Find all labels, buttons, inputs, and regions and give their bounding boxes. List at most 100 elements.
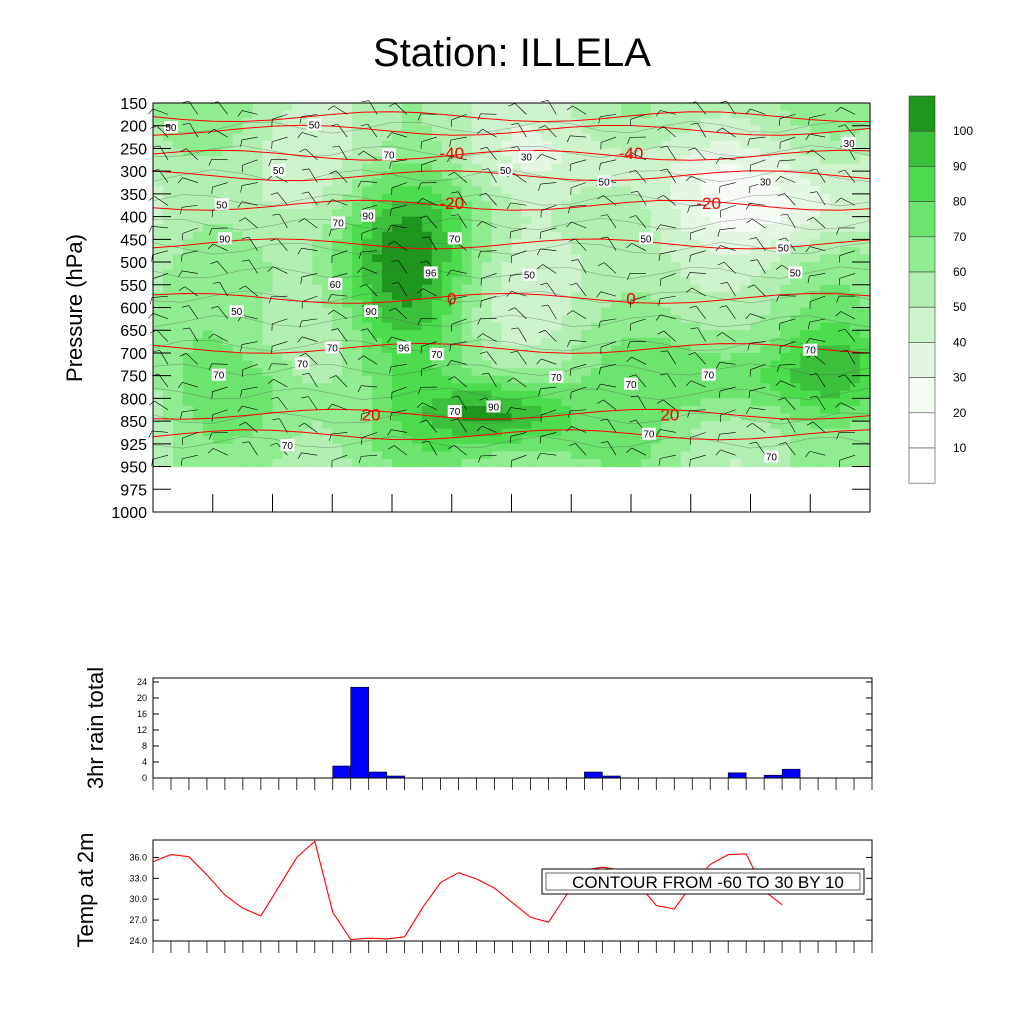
rh-cell (551, 299, 562, 309)
rh-cell (481, 277, 493, 286)
rh-cell (680, 337, 692, 346)
rh-cell (730, 360, 742, 369)
rh-cell (312, 413, 323, 422)
rh-cell (392, 421, 403, 430)
rh-cell (541, 375, 552, 384)
rh-cell (252, 239, 264, 248)
rh-cell (631, 140, 642, 150)
rh-cell (362, 186, 373, 195)
rh-cell (521, 368, 533, 377)
rh-cell (850, 345, 861, 354)
rh-cell (302, 352, 313, 362)
rh-cell (192, 246, 204, 256)
wind-barb-flag (421, 236, 429, 239)
wind-barb-flag (566, 105, 573, 111)
wind-barb (816, 191, 826, 206)
rh-cell (521, 254, 533, 263)
wind-barb (272, 266, 288, 274)
rh-cell (690, 421, 702, 430)
rh-cell (511, 262, 523, 271)
rh-cell (401, 405, 413, 415)
rh-cell (840, 125, 851, 134)
rh-cell (521, 201, 533, 210)
rh-cell (511, 231, 523, 240)
rh-cell (640, 148, 652, 157)
rh-cell (660, 322, 672, 331)
rh-cell (800, 269, 811, 278)
rh-cell (810, 307, 821, 316)
rh-cell (541, 201, 552, 210)
rh-cell (800, 110, 811, 119)
rh-cell (471, 103, 483, 112)
rh-cell (212, 262, 224, 271)
rh-cell (342, 284, 353, 293)
rh-cell (342, 421, 353, 430)
rh-cell (611, 140, 622, 150)
rh-cell (840, 156, 851, 165)
wind-barb (604, 262, 617, 274)
rh-cell (690, 239, 702, 248)
rh-cell (601, 345, 612, 354)
rh-cell (660, 330, 672, 339)
rh-cell (352, 390, 363, 399)
rh-cell (272, 375, 284, 384)
rh-cell (431, 103, 443, 112)
rain-bar (781, 768, 801, 779)
rh-cell (202, 140, 214, 150)
rh-cell (511, 284, 523, 293)
rh-cell (750, 171, 762, 180)
rh-cell (780, 110, 791, 119)
rh-cell (820, 330, 831, 339)
rh-cell (720, 413, 732, 422)
rh-cell (312, 178, 323, 187)
rh-cell (670, 292, 682, 301)
rh-cell (312, 269, 323, 278)
rh-cell (192, 421, 204, 430)
rh-cell (382, 458, 393, 468)
rh-cell (401, 231, 413, 240)
wind-barb (152, 454, 169, 460)
wind-barb-flag (148, 226, 153, 233)
rh-cell (411, 390, 423, 399)
colorbar-box (908, 95, 936, 132)
rh-cell (511, 110, 523, 119)
rh-cell (820, 352, 831, 362)
rh-cell (521, 186, 533, 195)
rh-cell (830, 110, 841, 119)
rh-cell (750, 398, 762, 407)
rh-cell (212, 246, 224, 256)
rh-cell (421, 277, 433, 286)
rh-cell (710, 292, 722, 301)
wind-barb-flag (627, 137, 631, 144)
rh-cell (322, 103, 333, 112)
rh-cell (611, 118, 622, 127)
wind-barb-flag (179, 353, 187, 357)
rh-cell (372, 436, 383, 445)
wind-barb (391, 429, 407, 433)
rh-cell (322, 428, 333, 437)
rh-cell (521, 224, 533, 233)
rh-cell (372, 148, 383, 157)
rh-cell (292, 458, 303, 468)
rh-cell (830, 421, 841, 430)
rh-cell (531, 110, 542, 119)
rh-cell (411, 360, 423, 369)
wind-barb (839, 250, 856, 256)
rh-cell (680, 421, 692, 430)
rh-cell (172, 269, 184, 278)
rh-cell (611, 292, 622, 301)
rh-cell (521, 322, 533, 331)
wind-barb-flag (420, 141, 422, 149)
rh-cell (581, 315, 592, 324)
rh-cell (541, 148, 552, 157)
wind-barb-flag (297, 248, 302, 255)
rh-cell (730, 231, 742, 240)
rh-cell (511, 398, 523, 407)
rh-contour-label: 70 (383, 150, 395, 161)
rh-cell (850, 239, 861, 248)
rh-cell (252, 254, 264, 263)
rh-contour-label: 50 (599, 178, 611, 189)
rh-cell (242, 307, 254, 316)
rh-cell (601, 277, 612, 286)
rh-cell (372, 428, 383, 437)
